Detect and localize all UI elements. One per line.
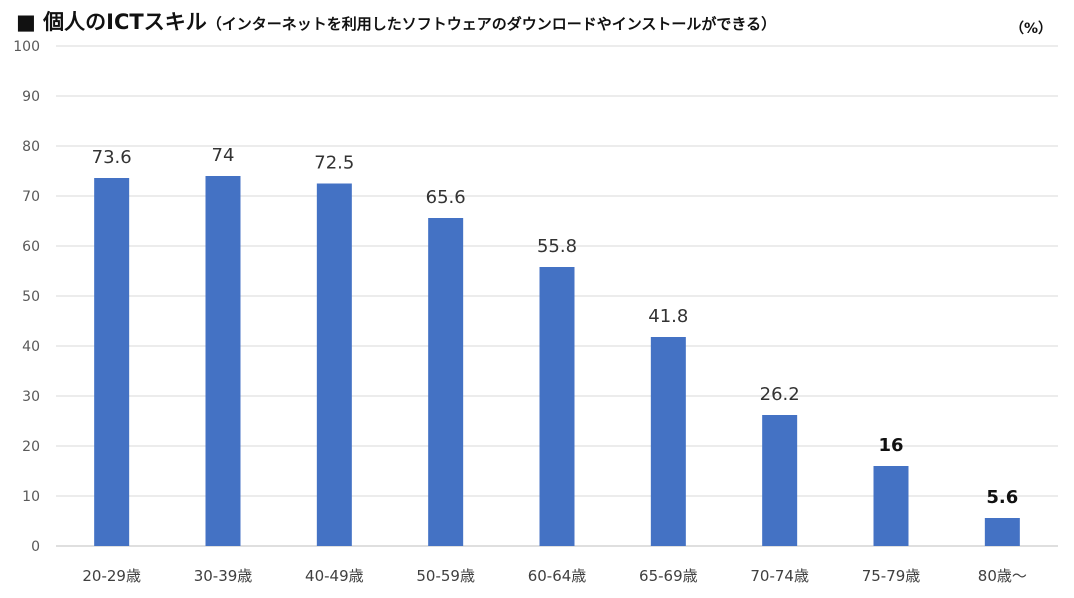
y-tick-label: 30: [22, 389, 40, 405]
y-tick-label: 20: [22, 439, 40, 455]
data-label: 41.8: [648, 306, 688, 327]
x-category-label: 40-49歳: [305, 567, 364, 585]
x-category-label: 75-79歳: [862, 567, 921, 585]
x-category-label: 20-29歳: [82, 567, 141, 585]
bar-75-79歳: [873, 466, 909, 546]
chart-title-row: ■ 個人のICTスキル（インターネットを利用したソフトウェアのダウンロードやイン…: [16, 6, 776, 36]
data-label: 73.6: [92, 147, 132, 168]
x-category-label: 30-39歳: [194, 567, 253, 585]
data-label: 5.6: [986, 487, 1018, 508]
y-tick-label: 70: [22, 189, 40, 205]
bar-20-29歳: [94, 178, 130, 546]
data-label: 16: [878, 435, 903, 456]
x-category-label: 70-74歳: [750, 567, 809, 585]
data-label: 26.2: [760, 384, 800, 405]
data-labels: 73.6 74 72.5 65.6 55.8 41.8 26.2 16 5.6: [92, 145, 1019, 508]
y-tick-label: 10: [22, 489, 40, 505]
y-tick-label: 0: [31, 539, 40, 555]
bar-70-74歳: [762, 415, 798, 546]
x-category-label: 80歳～: [978, 567, 1027, 585]
data-label: 74: [212, 145, 235, 166]
y-tick-label: 80: [22, 139, 40, 155]
x-category-label: 65-69歳: [639, 567, 698, 585]
y-tick-label: 60: [22, 239, 40, 255]
bar-50-59歳: [428, 218, 464, 546]
bar-40-49歳: [316, 183, 352, 546]
bars: [94, 176, 1020, 546]
data-label: 65.6: [426, 187, 466, 208]
x-category-label: 50-59歳: [416, 567, 475, 585]
y-axis-ticks: 0 10 20 30 40 50 60 70 80 90 100: [13, 39, 40, 555]
chart-title: ■ 個人のICTスキル: [16, 10, 207, 34]
chart-subtitle: （インターネットを利用したソフトウェアのダウンロードやインストールができる）: [206, 15, 777, 33]
y-tick-label: 100: [13, 39, 40, 55]
x-category-label: 60-64歳: [528, 567, 587, 585]
x-axis-categories: 20-29歳 30-39歳 40-49歳 50-59歳 60-64歳 65-69歳 70-7…: [82, 567, 1027, 585]
y-tick-label: 90: [22, 89, 40, 105]
bar-80歳～: [984, 518, 1020, 546]
data-label: 55.8: [537, 236, 577, 257]
y-tick-label: 40: [22, 339, 40, 355]
bar-30-39歳: [205, 176, 241, 546]
unit-label: （%）: [1009, 21, 1052, 37]
bar-60-64歳: [539, 267, 575, 546]
y-tick-label: 50: [22, 289, 40, 305]
data-label: 72.5: [314, 153, 354, 174]
bar-65-69歳: [650, 337, 686, 546]
